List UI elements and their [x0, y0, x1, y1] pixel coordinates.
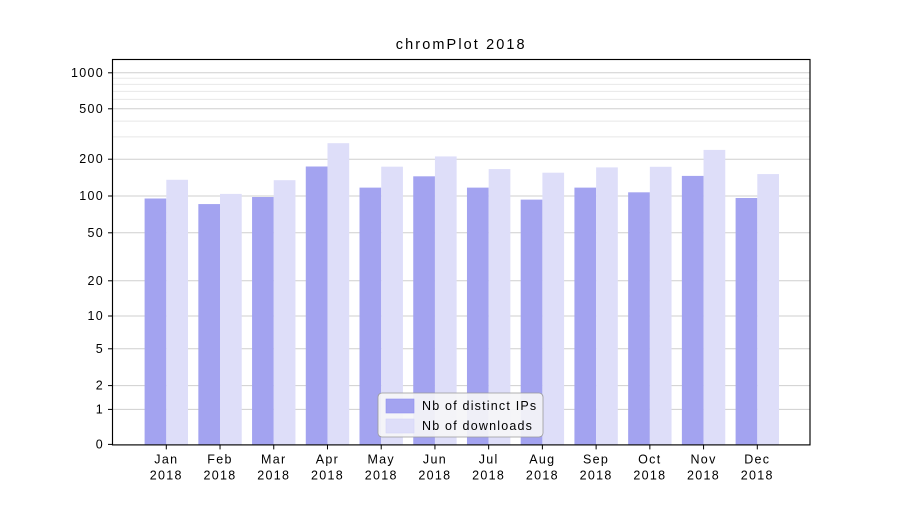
- svg-text:Dec: Dec: [744, 452, 770, 466]
- svg-text:2018: 2018: [580, 468, 613, 482]
- svg-text:Jul: Jul: [479, 452, 499, 466]
- svg-text:Jun: Jun: [423, 452, 447, 466]
- svg-text:0: 0: [96, 437, 104, 451]
- svg-text:Aug: Aug: [529, 452, 555, 466]
- svg-text:5: 5: [96, 342, 104, 356]
- svg-text:2018: 2018: [472, 468, 505, 482]
- svg-text:2018: 2018: [633, 468, 666, 482]
- svg-text:Nov: Nov: [690, 452, 716, 466]
- svg-text:Nb of distinct IPs: Nb of distinct IPs: [422, 399, 537, 413]
- svg-text:2018: 2018: [526, 468, 559, 482]
- svg-text:Apr: Apr: [316, 452, 339, 466]
- svg-text:Sep: Sep: [583, 452, 609, 466]
- svg-text:1: 1: [96, 402, 104, 416]
- svg-text:May: May: [367, 452, 395, 466]
- svg-text:Nb of downloads: Nb of downloads: [422, 419, 533, 433]
- svg-text:20: 20: [87, 274, 104, 288]
- svg-text:Oct: Oct: [638, 452, 661, 466]
- svg-text:Feb: Feb: [207, 452, 232, 466]
- svg-text:2018: 2018: [257, 468, 290, 482]
- svg-text:2: 2: [96, 379, 104, 393]
- svg-text:2018: 2018: [365, 468, 398, 482]
- svg-text:100: 100: [79, 189, 104, 203]
- svg-text:50: 50: [87, 226, 104, 240]
- svg-text:2018: 2018: [311, 468, 344, 482]
- svg-text:Jan: Jan: [154, 452, 178, 466]
- svg-text:2018: 2018: [150, 468, 183, 482]
- svg-text:2018: 2018: [687, 468, 720, 482]
- svg-text:2018: 2018: [204, 468, 237, 482]
- svg-text:10: 10: [87, 309, 104, 323]
- svg-text:500: 500: [79, 102, 104, 116]
- svg-text:chromPlot 2018: chromPlot 2018: [396, 37, 527, 53]
- svg-text:1000: 1000: [71, 66, 104, 80]
- svg-text:2018: 2018: [741, 468, 774, 482]
- svg-text:Mar: Mar: [261, 452, 286, 466]
- svg-text:2018: 2018: [418, 468, 451, 482]
- svg-text:200: 200: [79, 152, 104, 166]
